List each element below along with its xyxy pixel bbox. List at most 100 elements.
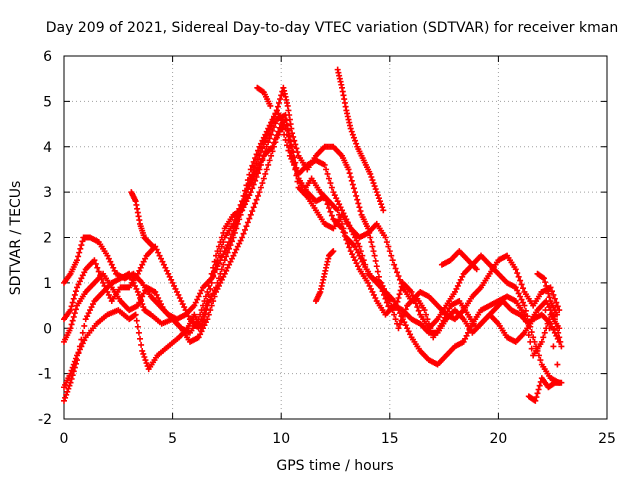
data-point: [77, 245, 84, 252]
data-point: [356, 204, 363, 211]
data-point: [76, 249, 83, 256]
data-point: [140, 350, 147, 357]
data-point: [220, 273, 227, 280]
data-point: [336, 201, 343, 208]
data-point: [217, 257, 224, 264]
data-point: [78, 242, 85, 249]
data-point: [272, 120, 279, 127]
data-point: [520, 285, 527, 292]
data-point: [201, 322, 208, 329]
y-tick-label: 4: [43, 140, 52, 156]
data-point: [518, 281, 525, 288]
data-point: [66, 382, 73, 389]
data-point: [538, 338, 545, 345]
data-point: [373, 263, 380, 270]
data-point: [218, 234, 225, 241]
data-point: [140, 290, 147, 297]
data-point: [211, 293, 218, 300]
data-point: [396, 291, 403, 298]
data-point: [210, 272, 217, 279]
data-point: [521, 302, 528, 309]
data-point: [202, 319, 209, 326]
data-point: [268, 131, 275, 138]
x-tick-label: 25: [598, 431, 616, 447]
data-point: [70, 368, 77, 375]
data-point: [377, 198, 384, 205]
data-point: [139, 293, 146, 300]
data-point: [379, 282, 386, 289]
data-points: [61, 66, 565, 404]
data-point: [281, 131, 288, 138]
data-point: [160, 261, 167, 268]
data-point: [350, 254, 357, 261]
data-point: [153, 246, 160, 253]
data-point: [558, 343, 565, 350]
data-point: [104, 252, 111, 259]
y-tick-label: -2: [38, 412, 52, 428]
data-point: [550, 291, 557, 298]
data-point: [336, 211, 343, 218]
data-point: [423, 311, 429, 318]
series-arc-4: [61, 111, 563, 345]
data-point: [233, 246, 240, 253]
data-point: [67, 379, 74, 386]
data-point: [137, 296, 144, 303]
data-point: [354, 249, 361, 256]
data-point: [367, 285, 374, 292]
data-point: [349, 181, 356, 188]
data-point: [341, 232, 348, 239]
data-point: [69, 372, 76, 379]
data-point: [354, 263, 361, 270]
data-point: [274, 103, 281, 110]
data-point: [239, 234, 246, 241]
axis-ticks: 0 5 10 15 20 25 -2 -1 0 1 2 3 4 5 6: [38, 49, 616, 447]
data-point: [414, 304, 421, 311]
data-point: [237, 207, 244, 214]
data-point: [371, 252, 378, 259]
data-point: [386, 298, 393, 305]
data-point: [218, 254, 225, 261]
data-point: [517, 293, 524, 300]
data-point: [247, 166, 254, 173]
data-point: [517, 277, 524, 284]
data-point: [153, 291, 160, 298]
data-point: [62, 394, 69, 401]
data-point: [71, 310, 78, 317]
data-point: [369, 243, 376, 250]
data-point: [142, 255, 149, 262]
data-point: [223, 267, 230, 274]
data-point: [71, 364, 78, 371]
data-point: [550, 313, 557, 320]
data-point: [249, 177, 256, 184]
data-point: [210, 298, 217, 305]
y-tick-label: 3: [43, 185, 52, 201]
data-point: [366, 282, 373, 289]
data-point: [179, 301, 186, 308]
y-tick-label: 6: [43, 49, 52, 65]
data-point: [240, 230, 247, 237]
data-point: [69, 299, 76, 306]
data-point: [515, 290, 522, 297]
data-point: [347, 174, 354, 180]
data-point: [78, 336, 85, 343]
data-point: [269, 127, 276, 134]
data-point: [141, 353, 148, 360]
data-point: [231, 249, 238, 256]
series-arc-1: [61, 84, 563, 391]
data-point: [547, 320, 554, 327]
data-point: [220, 261, 227, 268]
data-point: [107, 258, 114, 265]
data-point: [515, 273, 522, 280]
data-point: [459, 273, 466, 280]
data-point: [218, 266, 225, 273]
data-point: [143, 360, 150, 367]
data-point: [195, 293, 202, 300]
data-point: [324, 170, 331, 177]
y-tick-label: 0: [43, 321, 52, 337]
data-point: [386, 248, 393, 255]
data-point: [192, 299, 199, 306]
data-point: [178, 298, 185, 305]
data-point: [255, 147, 262, 154]
data-point: [223, 245, 230, 252]
data-point: [152, 288, 159, 295]
